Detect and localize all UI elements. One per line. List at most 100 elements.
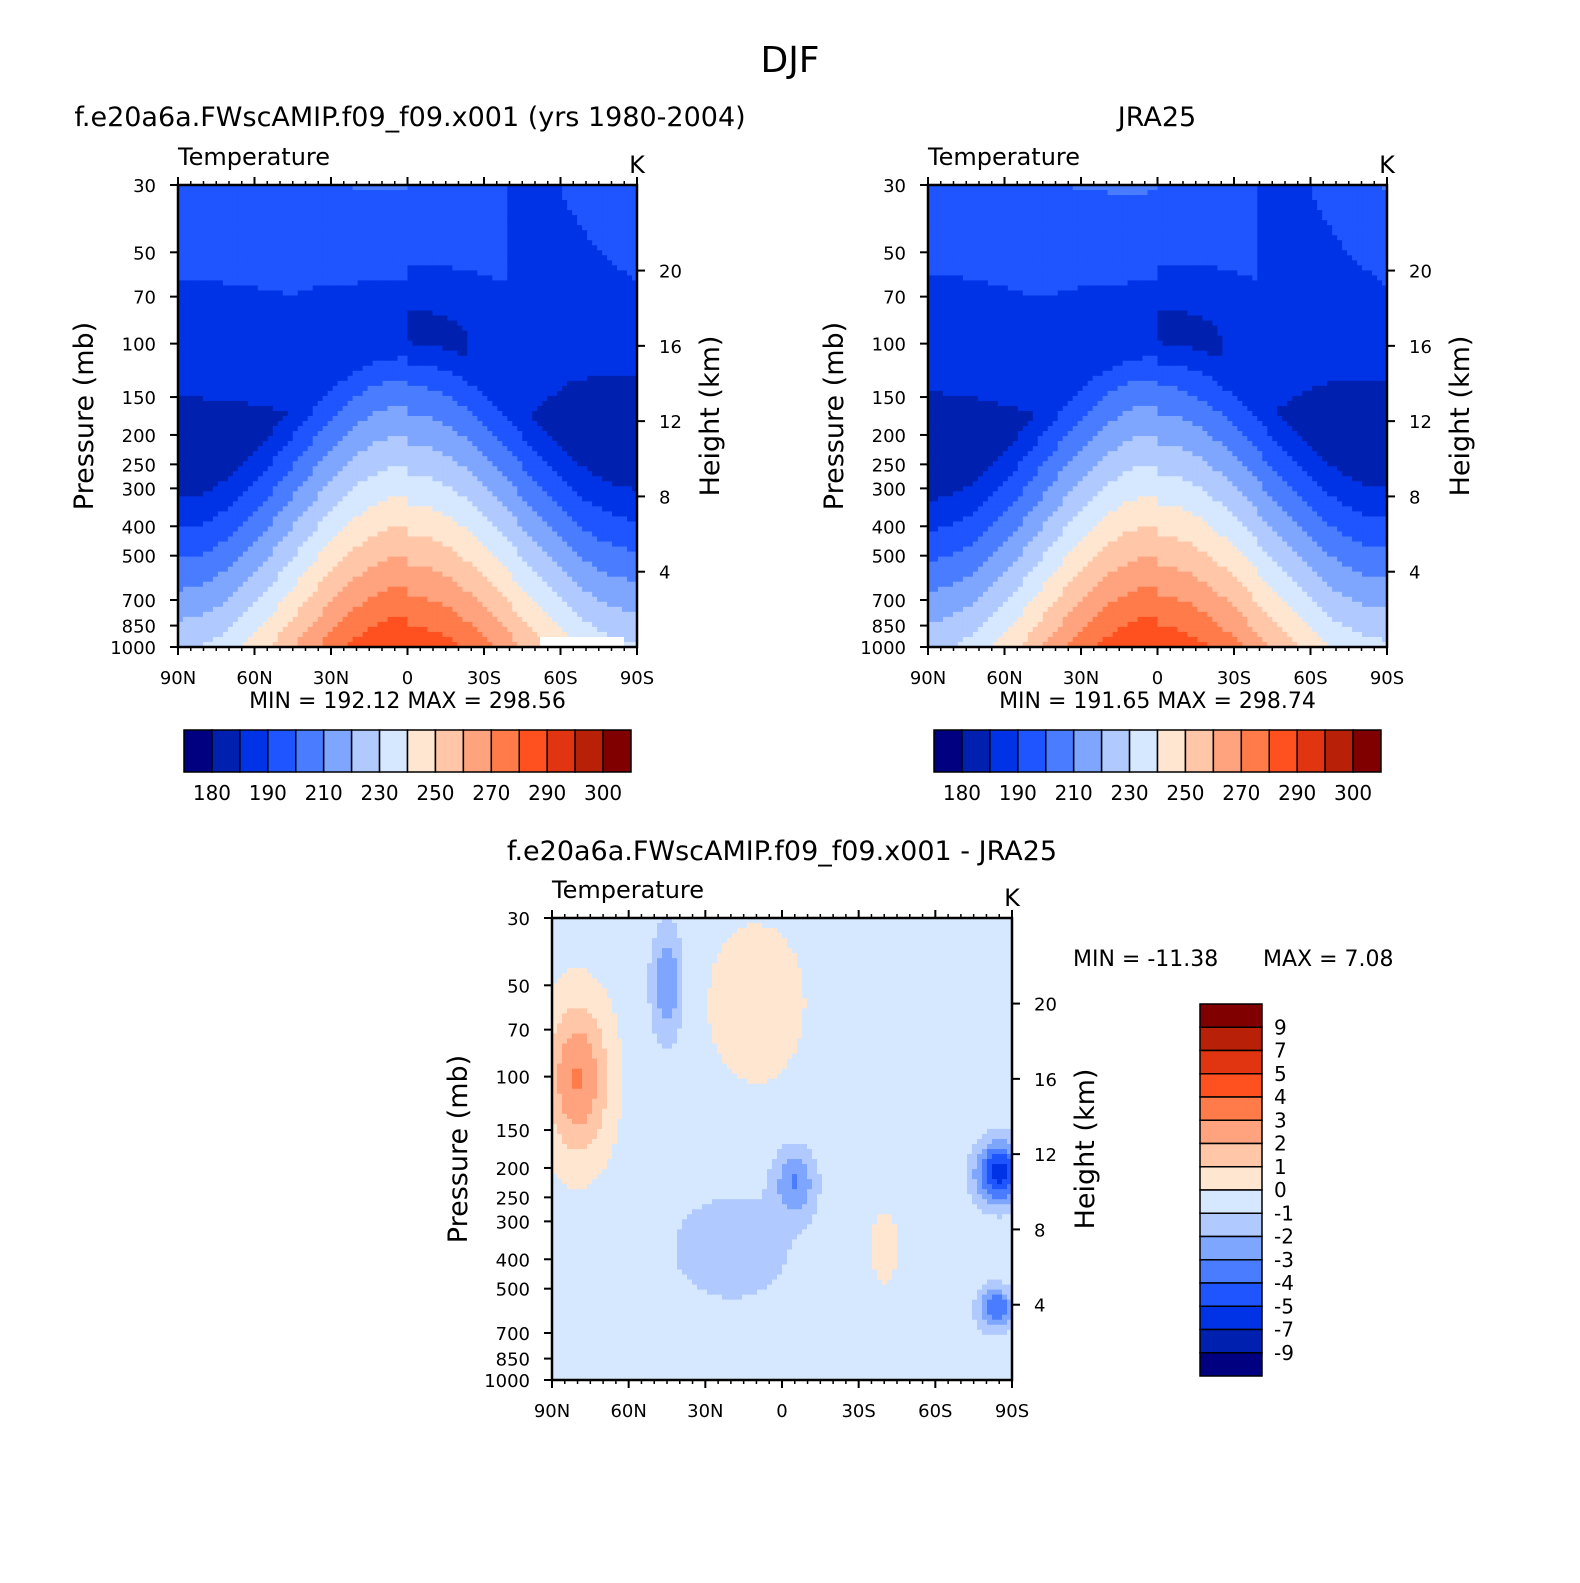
- model-cell: [527, 295, 533, 301]
- model-cell: [492, 245, 498, 251]
- model-cell: [368, 200, 374, 206]
- model-cell: [492, 290, 498, 296]
- model-cell: [223, 396, 229, 402]
- model-cell: [283, 230, 289, 236]
- model-cell: [313, 396, 319, 402]
- model-cell: [517, 275, 523, 281]
- model-cell: [507, 441, 513, 447]
- model-cell: [552, 301, 558, 307]
- model-cell: [338, 316, 344, 322]
- model-cell: [328, 316, 334, 322]
- model-cell: [383, 250, 389, 256]
- model-cell: [273, 376, 279, 382]
- model-cell: [432, 411, 438, 417]
- model-cell: [353, 451, 359, 457]
- model-cell: [343, 230, 349, 236]
- model-cell: [323, 446, 329, 452]
- model-cell: [572, 290, 578, 296]
- model-cell: [607, 275, 613, 281]
- model-cell: [398, 376, 404, 382]
- model-cell: [253, 421, 259, 427]
- model-cell: [432, 260, 438, 266]
- model-cell: [562, 431, 568, 437]
- model-cell: [248, 391, 254, 397]
- model-cell: [388, 290, 394, 296]
- model-cell: [467, 336, 473, 342]
- model-cell: [607, 361, 613, 367]
- model-cell: [313, 311, 319, 317]
- model-cell: [562, 436, 568, 442]
- model-cell: [582, 285, 588, 291]
- model-cell: [487, 376, 493, 382]
- model-cell: [208, 220, 214, 226]
- model-cell: [263, 326, 269, 332]
- model-cell: [552, 306, 558, 312]
- model-cell: [278, 326, 284, 332]
- model-cell: [617, 306, 623, 312]
- model-cell: [467, 391, 473, 397]
- model-cell: [527, 205, 533, 211]
- model-cell: [577, 190, 583, 196]
- model-cell: [213, 446, 219, 452]
- model-cell: [427, 280, 433, 286]
- model-cell: [577, 311, 583, 317]
- model-cell: [572, 351, 578, 357]
- model-cell: [582, 441, 588, 447]
- model-cell: [517, 240, 523, 246]
- model-cell: [572, 235, 578, 241]
- model-cell: [323, 275, 329, 281]
- model-cell: [442, 406, 448, 412]
- model-cell: [293, 285, 299, 291]
- model-cell: [198, 331, 204, 337]
- model-cell: [562, 316, 568, 322]
- model-cell: [203, 220, 209, 226]
- model-cell: [373, 280, 379, 286]
- model-cell: [582, 446, 588, 452]
- model-cell: [492, 366, 498, 372]
- model-cell: [447, 341, 453, 347]
- model-cell: [408, 275, 414, 281]
- model-cell: [592, 240, 598, 246]
- model-cell: [363, 250, 369, 256]
- model-cell: [492, 401, 498, 407]
- model-cell: [263, 275, 269, 281]
- model-cell: [233, 316, 239, 322]
- model-cell: [398, 411, 404, 417]
- model-cell: [562, 225, 568, 231]
- model-cell: [263, 366, 269, 372]
- model-cell: [467, 306, 473, 312]
- model-cell: [218, 285, 224, 291]
- model-cell: [507, 406, 513, 412]
- model-cell: [248, 270, 254, 276]
- model-cell: [587, 190, 593, 196]
- model-cell: [308, 326, 314, 332]
- model-cell: [388, 235, 394, 241]
- model-cell: [487, 200, 493, 206]
- model-cell: [542, 451, 548, 457]
- model-cell: [577, 406, 583, 412]
- model-cell: [532, 301, 538, 307]
- model-cell: [248, 401, 254, 407]
- model-cell: [263, 331, 269, 337]
- model-cell: [223, 190, 229, 196]
- model-cell: [627, 331, 633, 337]
- model-cell: [532, 225, 538, 231]
- model-cell: [303, 245, 309, 251]
- model-cell: [308, 260, 314, 266]
- model-cell: [303, 290, 309, 296]
- model-cell: [597, 366, 603, 372]
- model-cell: [552, 316, 558, 322]
- model-cell: [512, 436, 518, 442]
- model-cell: [577, 195, 583, 201]
- model-cell: [373, 331, 379, 337]
- model-cell: [183, 376, 189, 382]
- model-cell: [243, 366, 249, 372]
- model-cell: [363, 361, 369, 367]
- model-cell: [622, 306, 628, 312]
- model-cell: [452, 311, 458, 317]
- model-cell: [208, 280, 214, 286]
- model-cell: [582, 301, 588, 307]
- model-cell: [258, 255, 264, 261]
- model-cell: [512, 285, 518, 291]
- model-cell: [338, 341, 344, 347]
